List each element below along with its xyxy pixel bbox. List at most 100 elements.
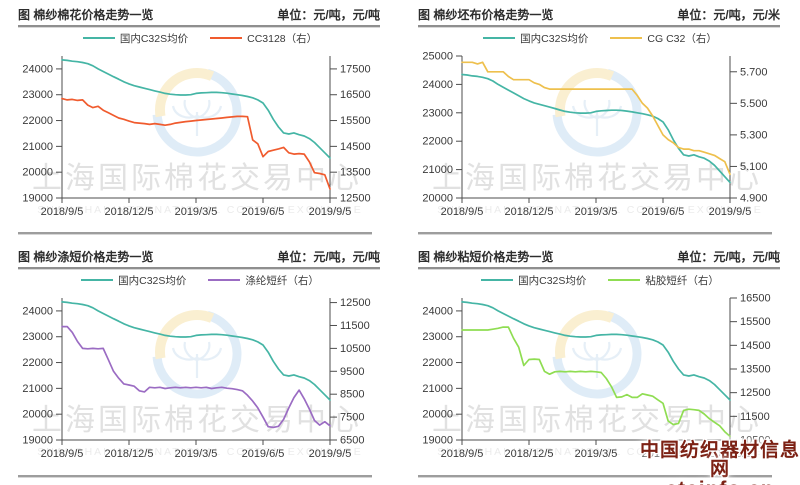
panel-header: 图 棉纱坯布价格走势一览 单位：元/吨，元/米 (400, 0, 800, 25)
series-line-0 (61, 301, 331, 401)
units-label: 单位：元/吨，元/米 (677, 8, 780, 22)
legend-line-swatch (610, 37, 643, 39)
legend-entry: 国内C32S均价 (483, 31, 588, 46)
x-axis-tick-label: 2019/3/5 (175, 448, 218, 460)
x-axis-tick-label: 2019/9/5 (709, 206, 752, 218)
y-axis-right-tick-label: 13500 (740, 364, 771, 376)
x-axis-tick-label: 2019/3/5 (575, 206, 618, 218)
y-axis-left-tick-label: 19000 (422, 435, 453, 447)
legend-line-swatch (208, 279, 241, 281)
y-axis-right-tick-label: 11500 (740, 411, 770, 423)
y-axis-left-tick-label: 24000 (422, 305, 453, 317)
x-axis-tick-label: 2019/6/5 (242, 206, 285, 218)
series-line-0 (461, 301, 731, 401)
y-axis-right-tick-label: 12500 (340, 297, 371, 309)
watermark-en-text: SHANGHAI INTERNATIONAL COTTON EXCHANGE (437, 204, 763, 216)
cotton-exchange-logo-icon (152, 67, 242, 157)
legend-line-swatch (210, 37, 243, 39)
legend-entry: CC3128（右） (210, 31, 317, 46)
panel-bottom-divider (18, 475, 372, 478)
series-line-0 (61, 59, 331, 159)
y-axis-left-tick-label: 23000 (22, 89, 53, 101)
panel-title: 图 棉纱坯布价格走势一览 (418, 8, 554, 22)
y-axis-left-tick-label: 20000 (422, 409, 453, 421)
legend-label: 粘胶短纤（右） (645, 274, 719, 287)
units-label: 单位：元/吨，元/吨 (277, 8, 380, 22)
watermark-en-text: SHANGHAI INTERNATIONAL COTTON EXCHANGE (37, 446, 363, 458)
header-divider (18, 25, 380, 28)
y-axis-right-tick-label: 6500 (340, 435, 364, 447)
y-axis-right-tick-label: 14500 (340, 141, 371, 153)
x-axis-tick-label: 2019/3/5 (575, 448, 618, 460)
y-axis-left-tick-label: 20000 (422, 193, 453, 205)
x-axis-tick-label: 2019/6/5 (642, 448, 685, 460)
x-axis-tick-label: 2018/9/5 (441, 206, 484, 218)
legend-entry: 国内C32S均价 (82, 31, 188, 46)
y-axis-right-tick-label: 14500 (740, 340, 771, 352)
panel-header: 图 棉纱棉花价格走势一览 单位：元/吨，元/吨 (0, 0, 400, 25)
series-line-1 (461, 61, 731, 176)
x-axis-tick-label: 2019/9/5 (709, 448, 752, 460)
y-axis-left-tick-label: 21000 (422, 164, 453, 176)
header-divider (418, 267, 780, 270)
legend-line-swatch (608, 279, 641, 281)
legend-entry: 国内C32S均价 (481, 273, 586, 288)
line-chart: 上海国际棉花交易中心 SHANGHAI INTERNATIONAL COTTON … (422, 293, 770, 461)
legend-label: 涤纶短纤（右） (245, 274, 319, 287)
y-axis-left-tick-label: 22000 (22, 115, 53, 127)
panel-title: 图 棉纱粘短价格走势一览 (418, 250, 554, 264)
legend-entry: 粘胶短纤（右） (608, 273, 719, 288)
y-axis-left-tick-label: 23000 (422, 331, 453, 343)
chart-legend: 国内C32S均价 CC3128（右） (0, 28, 400, 48)
watermark-cn-text: 上海国际棉花交易中心 (432, 404, 762, 437)
y-axis-right-tick-label: 15500 (340, 115, 371, 127)
y-axis-left-tick-label: 25000 (422, 51, 453, 63)
y-axis-right-tick-label: 16500 (740, 293, 771, 305)
axis-labels: 19000 20000 21000 22000 23000 24000 10500 11500… (422, 293, 770, 461)
y-axis-right-tick-label: 15500 (740, 316, 771, 328)
legend-label: CC3128（右） (247, 32, 318, 45)
series-line-1 (61, 325, 331, 429)
axis-labels: 20000 21000 22000 23000 24000 25000 4.900 5.100… (422, 51, 767, 219)
x-axis-tick-label: 2019/6/5 (642, 206, 685, 218)
series-line-1 (461, 326, 731, 438)
y-axis-left-tick-label: 19000 (22, 435, 53, 447)
legend-line-swatch (481, 279, 514, 281)
y-axis-right-tick-label: 9500 (340, 366, 364, 378)
cotton-exchange-logo-icon (152, 309, 242, 399)
panel-bottom-divider (418, 475, 772, 478)
y-axis-right-tick-label: 12500 (740, 387, 771, 399)
y-axis-right-tick-label: 10500 (740, 435, 771, 447)
axes (56, 56, 337, 203)
axes (56, 298, 337, 445)
legend-line-swatch (81, 279, 114, 281)
series-line-0 (461, 73, 731, 184)
x-axis-tick-label: 2018/12/5 (105, 206, 154, 218)
y-axis-right-tick-label: 10500 (340, 343, 371, 355)
y-axis-right-tick-label: 11500 (340, 320, 370, 332)
y-axis-left-tick-label: 22000 (22, 357, 53, 369)
y-axis-left-tick-label: 24000 (422, 79, 453, 91)
series-line-1 (61, 97, 331, 190)
header-divider (418, 25, 780, 28)
watermark-cn-text: 上海国际棉花交易中心 (432, 162, 762, 195)
y-axis-right-tick-label: 5.500 (740, 98, 768, 110)
panel-title: 图 棉纱棉花价格走势一览 (18, 8, 154, 22)
axes (456, 297, 737, 445)
chart-legend: 国内C32S均价 CG C32（右） (400, 28, 800, 48)
axis-labels: 19000 20000 21000 22000 23000 24000 12500 13500… (22, 63, 370, 218)
panel-header: 图 棉纱涤短价格走势一览 单位：元/吨，元/吨 (0, 242, 400, 267)
chart-panel-viscose: 图 棉纱粘短价格走势一览 单位：元/吨，元/吨 国内C32S均价 粘胶短纤（右）… (400, 242, 800, 485)
legend-label: 国内C32S均价 (520, 32, 589, 45)
chart-panel-polyester: 图 棉纱涤短价格走势一览 单位：元/吨，元/吨 国内C32S均价 涤纶短纤（右）… (0, 242, 400, 485)
x-axis-tick-label: 2018/9/5 (41, 448, 84, 460)
y-axis-left-tick-label: 24000 (22, 305, 53, 317)
panel-header: 图 棉纱粘短价格走势一览 单位：元/吨，元/吨 (400, 242, 800, 267)
watermark-en-text: SHANGHAI INTERNATIONAL COTTON EXCHANGE (37, 204, 363, 216)
y-axis-left-tick-label: 22000 (422, 357, 453, 369)
y-axis-left-tick-label: 21000 (22, 383, 53, 395)
y-axis-right-tick-label: 17500 (340, 63, 371, 75)
legend-line-swatch (82, 37, 115, 39)
y-axis-left-tick-label: 20000 (22, 409, 53, 421)
